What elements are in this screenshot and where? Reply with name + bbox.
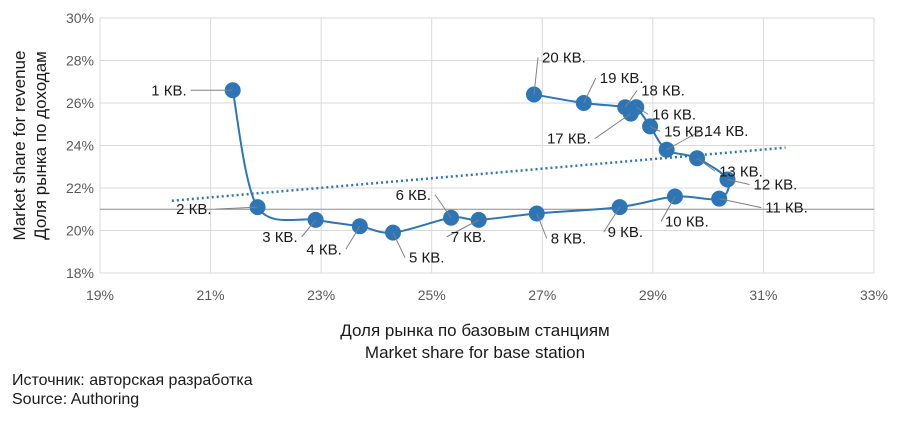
y-tick-label: 26% — [66, 95, 94, 111]
data-label: 11 КВ. — [765, 200, 808, 217]
y-tick-labels: 18% 20% 22% 24% 26% 28% 30% — [66, 10, 94, 281]
leader-line — [603, 206, 621, 233]
leader-line — [624, 89, 638, 108]
leader-line — [660, 196, 676, 222]
scatter-chart: 1 КВ. 2 КВ. 3 КВ. 4 КВ. 5 КВ. 6 КВ. 7 КВ. 8 КВ.… — [10, 10, 888, 362]
x-axis-title-en: Market share for base station — [365, 343, 585, 362]
leader-line — [301, 219, 317, 238]
leader-line — [666, 130, 701, 151]
leader-line — [727, 179, 750, 185]
data-label: 17 КВ. — [547, 131, 591, 148]
data-label: 18 КВ. — [641, 82, 685, 99]
y-tick-label: 20% — [66, 223, 94, 239]
y-tick-label: 24% — [66, 138, 94, 154]
x-tick-label: 33% — [860, 287, 888, 303]
source-line-en: Source: Authoring — [12, 391, 140, 408]
data-label: 14 КВ. — [705, 123, 749, 140]
leader-line — [533, 57, 539, 95]
data-label: 1 КВ. — [151, 82, 186, 99]
y-axis-title-ru: Доля рынка по доходам — [31, 51, 50, 240]
x-tick-label: 19% — [86, 287, 114, 303]
gridlines — [99, 17, 875, 274]
leader-line — [446, 219, 479, 238]
data-label: 3 КВ. — [262, 229, 297, 246]
leader-line — [719, 198, 762, 209]
data-label: 8 КВ. — [551, 231, 586, 248]
x-tick-label: 29% — [639, 287, 667, 303]
y-tick-label: 22% — [66, 180, 94, 196]
x-tick-label: 25% — [418, 287, 446, 303]
x-axis-title-ru: Доля рынка по базовым станциям — [340, 321, 609, 340]
data-label: 13 КВ. — [719, 163, 763, 180]
x-tick-label: 23% — [307, 287, 335, 303]
x-tick-label: 21% — [197, 287, 225, 303]
data-label: 5 КВ. — [409, 250, 444, 267]
data-label: 2 КВ. — [176, 201, 211, 218]
leader-line — [215, 206, 258, 210]
data-label: 12 КВ. — [753, 177, 797, 194]
data-label: 7 КВ. — [451, 229, 486, 246]
y-tick-label: 30% — [66, 10, 94, 26]
x-tick-label: 31% — [749, 287, 777, 303]
y-tick-label: 18% — [66, 265, 94, 281]
axis-titles: Доля рынка по базовым станциям Market sha… — [10, 51, 610, 362]
source-line-ru: Источник: авторская разработка — [12, 372, 253, 389]
leader-line — [636, 106, 649, 115]
data-label: 15 КВ. — [664, 123, 708, 140]
y-tick-label: 28% — [66, 53, 94, 69]
data-label: 10 КВ. — [665, 214, 709, 231]
data-label: 4 КВ. — [306, 241, 341, 258]
data-label: 9 КВ. — [608, 224, 643, 241]
data-label: 6 КВ. — [396, 187, 431, 204]
leader-line — [536, 213, 548, 239]
data-label: 20 КВ. — [542, 50, 586, 67]
leader-line — [345, 225, 361, 250]
x-tick-label: 27% — [528, 287, 556, 303]
leader-line — [594, 113, 632, 140]
leader-line — [583, 77, 597, 104]
leader-line — [696, 157, 716, 172]
leader-line — [649, 125, 661, 132]
leader-line — [434, 194, 452, 219]
data-label: 16 КВ. — [652, 106, 696, 123]
y-axis-title-en: Market share for revenue — [10, 51, 29, 241]
leader-line — [392, 232, 406, 258]
x-tick-labels: 19% 21% 23% 25% 27% 29% 31% 33% — [86, 287, 888, 303]
data-label: 19 КВ. — [600, 70, 644, 87]
point-labels: 1 КВ. 2 КВ. 3 КВ. 4 КВ. 5 КВ. 6 КВ. 7 КВ. 8 КВ.… — [151, 50, 808, 267]
